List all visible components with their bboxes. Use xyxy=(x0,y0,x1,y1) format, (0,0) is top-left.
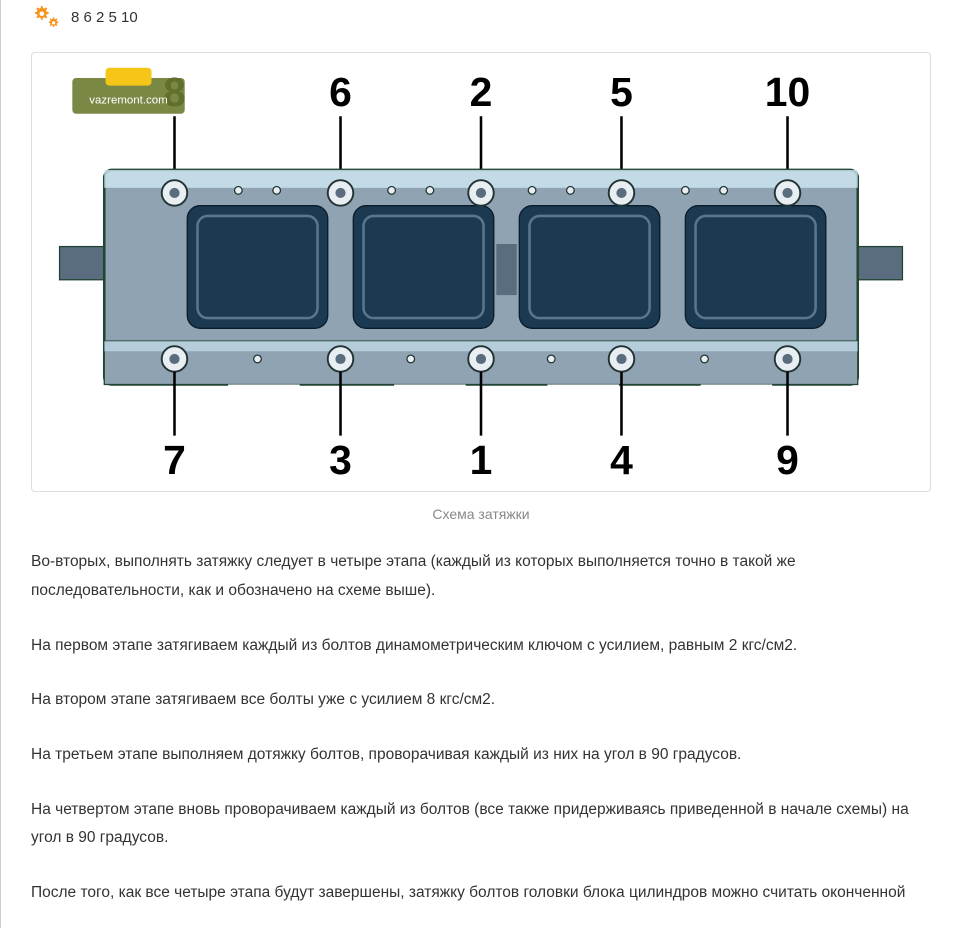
page: 8 6 2 5 10 862510 73149 vazremont.com Сх… xyxy=(0,0,961,928)
svg-text:1: 1 xyxy=(470,437,493,483)
svg-text:10: 10 xyxy=(765,69,810,115)
svg-text:3: 3 xyxy=(329,437,352,483)
sequence-text: 8 6 2 5 10 xyxy=(71,9,138,26)
svg-text:9: 9 xyxy=(776,437,799,483)
svg-text:vazremont.com: vazremont.com xyxy=(89,95,168,107)
top-line: 8 6 2 5 10 xyxy=(31,0,931,30)
figure-wrap: 862510 73149 vazremont.com Схема затяжки xyxy=(31,52,931,522)
figure: 862510 73149 vazremont.com xyxy=(31,52,931,492)
para-3: На втором этапе затягиваем все болты уже… xyxy=(31,686,931,715)
tightening-diagram: 862510 73149 vazremont.com xyxy=(34,55,928,489)
svg-text:7: 7 xyxy=(163,437,186,483)
svg-text:6: 6 xyxy=(329,69,352,115)
para-6: После того, как все четыре этапа будут з… xyxy=(31,879,931,908)
svg-text:5: 5 xyxy=(610,69,633,115)
para-4: На третьем этапе выполняем дотяжку болто… xyxy=(31,741,931,770)
gears-icon xyxy=(31,4,61,30)
svg-text:4: 4 xyxy=(610,437,633,483)
para-1: Во-вторых, выполнять затяжку следует в ч… xyxy=(31,548,931,605)
para-5: На четвертом этапе вновь проворачиваем к… xyxy=(31,796,931,853)
para-2: На первом этапе затягиваем каждый из бол… xyxy=(31,632,931,661)
svg-text:2: 2 xyxy=(470,69,493,115)
figure-caption: Схема затяжки xyxy=(31,506,931,522)
